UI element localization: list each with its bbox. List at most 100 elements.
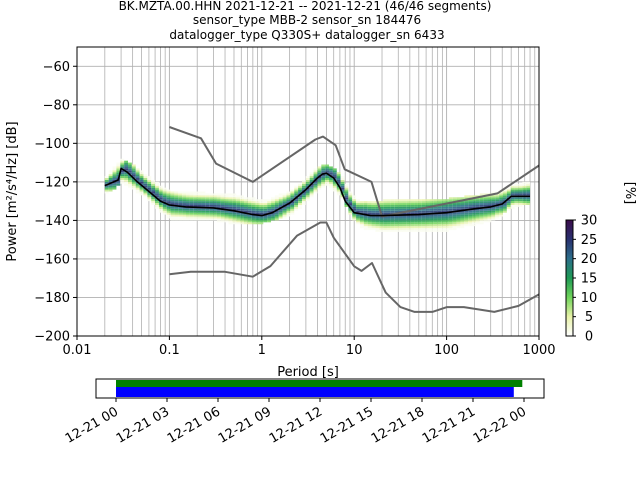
timeline-tick-label: 12-21 06 <box>165 404 223 446</box>
density-cell <box>429 226 434 229</box>
density-cell <box>379 201 384 204</box>
density-cell <box>429 210 434 213</box>
density-cell <box>356 220 360 223</box>
density-cell <box>417 214 422 217</box>
density-cell <box>201 216 206 219</box>
density-cell <box>278 210 283 213</box>
density-cell <box>387 203 391 205</box>
density-cell <box>294 185 299 188</box>
density-cell <box>375 226 380 229</box>
density-cell <box>228 204 233 207</box>
density-cell <box>506 199 511 202</box>
density-cell <box>429 228 434 231</box>
density-cell <box>220 216 225 219</box>
density-cell <box>433 216 438 219</box>
density-cell <box>437 214 442 217</box>
density-cell <box>213 201 217 204</box>
density-cell <box>444 222 449 225</box>
density-cell <box>487 208 492 211</box>
density-cell <box>267 199 272 202</box>
density-cell <box>201 218 206 221</box>
density-cell <box>487 201 492 204</box>
density-cell <box>216 212 221 215</box>
density-cell <box>116 170 121 173</box>
density-cell <box>170 203 175 205</box>
density-cell <box>336 191 341 194</box>
density-cell <box>151 201 156 204</box>
density-cell <box>460 206 465 209</box>
density-cell <box>317 181 322 184</box>
timeline-tick-label: 12-21 03 <box>114 404 172 446</box>
density-cell <box>414 220 418 223</box>
density-cell <box>464 210 469 213</box>
density-cell <box>158 189 163 192</box>
density-cell <box>309 189 314 192</box>
density-cell <box>491 199 496 202</box>
density-cell <box>305 193 310 196</box>
density-cell <box>298 185 302 188</box>
density-cell <box>220 210 225 213</box>
density-cell <box>483 204 488 207</box>
density-cell <box>301 197 306 200</box>
density-cell <box>243 214 248 217</box>
density-cell <box>394 206 399 209</box>
density-cell <box>124 166 129 169</box>
y-tick-label: −60 <box>43 60 70 75</box>
density-cell <box>472 206 476 209</box>
density-cell <box>456 204 461 207</box>
density-cell <box>475 218 480 221</box>
density-cell <box>174 206 179 209</box>
density-cell <box>371 216 376 219</box>
density-cell <box>158 185 163 188</box>
density-cell <box>433 222 438 225</box>
density-cell <box>298 204 302 207</box>
density-cell <box>255 206 260 209</box>
density-cell <box>228 197 233 200</box>
density-cell <box>232 222 237 225</box>
density-cell <box>166 206 171 209</box>
density-cell <box>170 208 175 211</box>
density-cell <box>437 203 442 205</box>
density-cell <box>367 204 372 207</box>
density-cell <box>518 203 523 205</box>
density-cell <box>460 222 465 225</box>
density-cell <box>155 189 159 192</box>
density-cell <box>209 216 214 219</box>
density-cell <box>510 199 515 202</box>
density-cell <box>104 176 109 179</box>
density-cell <box>356 218 360 221</box>
density-cell <box>162 193 167 196</box>
density-cell <box>228 222 233 225</box>
density-cell <box>425 199 430 202</box>
density-cell <box>286 210 291 213</box>
density-cell <box>340 178 345 180</box>
density-cell <box>209 208 214 211</box>
density-cell <box>348 197 353 200</box>
density-cell <box>421 216 426 219</box>
density-cell <box>456 226 461 229</box>
density-cell <box>189 197 194 200</box>
density-cell <box>135 168 140 171</box>
density-cell <box>464 197 469 200</box>
density-cell <box>271 208 275 211</box>
density-cell <box>375 220 380 223</box>
density-cell <box>356 208 360 211</box>
density-cell <box>352 204 357 207</box>
density-cell <box>398 218 403 221</box>
density-cell <box>410 210 415 213</box>
density-cell <box>243 220 248 223</box>
density-cell <box>437 210 442 213</box>
density-cell <box>475 214 480 217</box>
density-band <box>104 158 531 232</box>
density-cell <box>510 203 515 205</box>
density-cell <box>425 224 430 227</box>
density-cell <box>162 195 167 198</box>
density-cell <box>321 181 326 184</box>
density-cell <box>313 185 318 188</box>
density-cell <box>247 214 252 217</box>
density-cell <box>371 218 376 221</box>
density-cell <box>387 228 391 231</box>
density-cell <box>522 181 527 184</box>
density-cell <box>464 195 469 198</box>
density-cell <box>128 181 132 184</box>
